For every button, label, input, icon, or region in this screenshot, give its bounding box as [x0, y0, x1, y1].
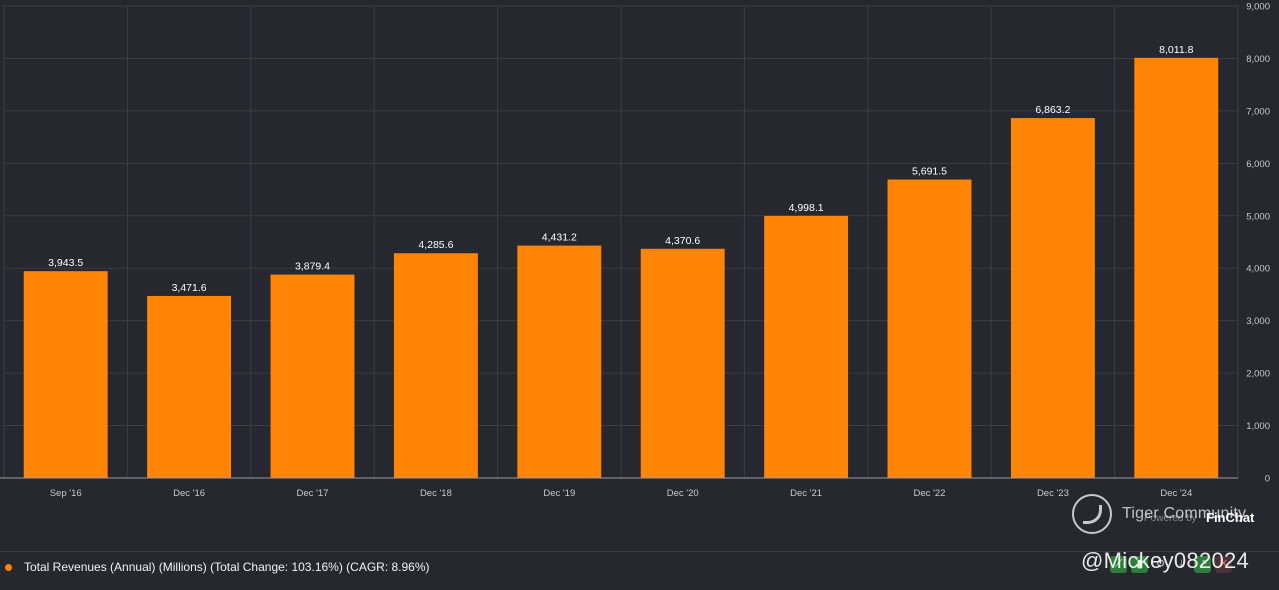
settings-icon[interactable]: ⚙ — [1155, 558, 1166, 570]
bar-value-label: 3,943.5 — [48, 257, 83, 269]
x-tick-label: Dec '24 — [1160, 488, 1192, 499]
bar-value-label: 5,691.5 — [912, 166, 947, 178]
legend-series-label[interactable]: Total Revenues (Annual) (Millions) (Tota… — [24, 560, 430, 574]
bar-value-label: 3,879.4 — [295, 261, 330, 273]
bar[interactable] — [887, 179, 972, 478]
chart-toolbar: ⟋ ▮ ⚙ ⤓ ↗ ✕ — [1110, 556, 1232, 573]
x-tick-label: Dec '20 — [667, 488, 699, 499]
y-tick-label: 7,000 — [1246, 106, 1270, 117]
bar[interactable] — [393, 253, 478, 478]
bar-value-label: 6,863.2 — [1035, 104, 1070, 116]
tiger-community-watermark: Tiger Community — [1072, 494, 1246, 534]
share-icon[interactable]: ↗ — [1194, 556, 1211, 573]
y-tick-label: 2,000 — [1246, 369, 1270, 380]
x-tick-label: Dec '16 — [173, 488, 205, 499]
revenue-bar-chart: 3,943.5 3,471.6 3,879.4 4,285.6 4,431.2 4,370… — [0, 2, 1270, 499]
x-tick-label: Dec '18 — [420, 488, 452, 499]
bar-value-label: 4,998.1 — [789, 202, 824, 214]
bar-value-label: 3,471.6 — [172, 282, 207, 294]
bar-value-label: 4,370.6 — [665, 235, 700, 247]
line-chart-icon[interactable]: ⟋ — [1110, 556, 1127, 573]
bar-value-label: 4,285.6 — [418, 239, 453, 251]
watermark-brand: Tiger Community — [1122, 505, 1247, 522]
tiger-logo-icon — [1072, 494, 1112, 534]
y-tick-label: 4,000 — [1246, 264, 1270, 275]
bar-value-label: 4,431.2 — [542, 232, 577, 244]
y-tick-label: 1,000 — [1246, 421, 1270, 432]
bar[interactable] — [1134, 57, 1219, 479]
download-icon[interactable]: ⤓ — [1179, 558, 1184, 570]
y-tick-label: 6,000 — [1246, 159, 1270, 170]
user-handle-watermark: @Mickey082024 — [1081, 548, 1250, 573]
y-tick-label: 3,000 — [1246, 316, 1270, 327]
bar[interactable] — [147, 295, 232, 478]
x-tick-label: Sep '16 — [50, 488, 82, 499]
grid-lines — [3, 5, 1239, 478]
x-tick-label: Dec '21 — [790, 488, 822, 499]
bar[interactable] — [640, 248, 725, 478]
y-axis-ticks: 0 1,000 2,000 3,000 4,000 5,000 6,000 7,000 8,00… — [1246, 2, 1270, 485]
close-icon[interactable]: ✕ — [1215, 556, 1232, 573]
data-labels: 3,943.5 3,471.6 3,879.4 4,285.6 4,431.2 4,370… — [48, 44, 1193, 294]
bar[interactable] — [270, 274, 355, 478]
x-tick-label: Dec '17 — [297, 488, 329, 499]
bars — [23, 57, 1219, 479]
x-axis-ticks: Sep '16 Dec '16 Dec '17 Dec '18 Dec '19 Dec '… — [50, 488, 1193, 499]
bar[interactable] — [517, 245, 602, 478]
bar[interactable] — [1010, 118, 1095, 478]
bar[interactable] — [764, 215, 849, 478]
powered-by-label: Powered by — [1144, 513, 1197, 524]
legend-bar: Total Revenues (Annual) (Millions) (Tota… — [0, 551, 1279, 582]
bar-value-label: 8,011.8 — [1159, 44, 1193, 56]
x-tick-label: Dec '19 — [543, 488, 575, 499]
finchat-logo: FinChat — [1206, 510, 1255, 525]
y-tick-label: 8,000 — [1246, 54, 1270, 65]
bar[interactable] — [23, 271, 108, 478]
x-tick-label: Dec '22 — [914, 488, 946, 499]
x-tick-label: Dec '23 — [1037, 488, 1069, 499]
y-tick-label: 0 — [1265, 474, 1270, 485]
y-tick-label: 9,000 — [1246, 2, 1270, 13]
legend-marker — [5, 563, 12, 571]
y-tick-label: 5,000 — [1246, 211, 1270, 222]
bar-chart-icon[interactable]: ▮ — [1131, 556, 1148, 573]
